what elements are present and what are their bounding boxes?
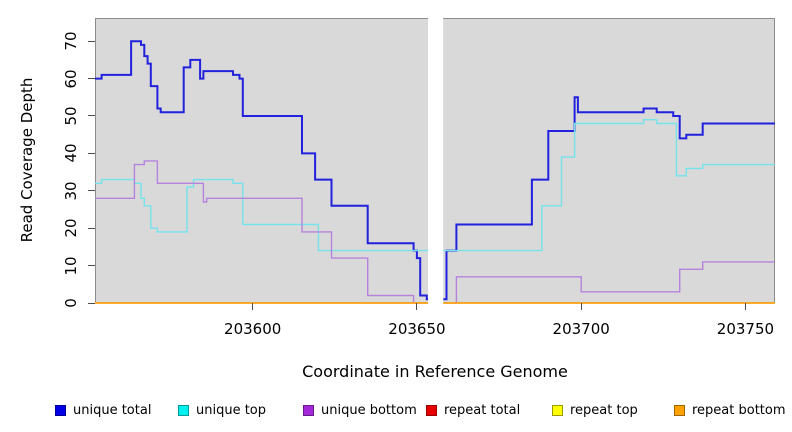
series-unique-total <box>443 96 775 301</box>
x-tick <box>416 303 418 310</box>
legend-item-repeat-bottom: repeat bottom <box>674 401 786 419</box>
y-tick-label: 30 <box>62 181 80 201</box>
y-tick <box>88 227 95 229</box>
legend-item-repeat-total: repeat total <box>426 401 520 419</box>
x-tick <box>580 303 582 310</box>
y-tick <box>88 302 95 304</box>
legend-item-unique-top: unique top <box>178 401 266 419</box>
series-unique-total <box>95 40 429 301</box>
legend-swatch-icon <box>674 404 685 416</box>
y-axis-title: Read Coverage Depth <box>18 77 36 243</box>
series-unique-top <box>443 119 775 252</box>
legend-label: repeat total <box>444 402 521 418</box>
legend-item-repeat-top: repeat top <box>552 401 638 419</box>
series-unique-bottom <box>443 261 775 304</box>
plot-area <box>95 16 775 305</box>
legend-swatch-icon <box>426 404 437 416</box>
x-tick-label: 203700 <box>552 320 610 338</box>
x-tick-label: 203600 <box>224 320 282 338</box>
y-tick <box>88 40 95 42</box>
legend: unique total unique top unique bottom repea… <box>0 401 792 423</box>
series-unique-top <box>95 178 429 252</box>
x-tick-label: 203750 <box>716 320 775 338</box>
legend-swatch-icon <box>55 404 66 416</box>
legend-item-unique-total: unique total <box>55 401 151 419</box>
x-tick <box>252 303 254 310</box>
y-tick-label: 10 <box>62 256 80 276</box>
y-tick-label: 50 <box>62 106 80 126</box>
y-tick-label: 40 <box>62 143 80 163</box>
y-tick-label: 60 <box>62 69 80 89</box>
y-tick <box>88 78 95 80</box>
legend-swatch-icon <box>552 404 563 416</box>
legend-label: repeat top <box>570 402 638 418</box>
legend-label: unique total <box>73 402 152 418</box>
x-tick <box>744 303 746 310</box>
no-data-gap-band <box>428 16 444 305</box>
series-unique-bottom <box>95 160 429 304</box>
x-axis-title: Coordinate in Reference Genome <box>302 362 568 381</box>
y-tick <box>88 190 95 192</box>
legend-swatch-icon <box>178 404 189 416</box>
x-tick-label: 203650 <box>388 320 446 338</box>
legend-label: unique bottom <box>321 402 417 418</box>
y-tick-label: 20 <box>62 218 80 238</box>
y-tick-label: 0 <box>62 298 80 308</box>
y-tick <box>88 115 95 117</box>
y-tick-label: 70 <box>62 31 80 51</box>
y-tick <box>88 265 95 267</box>
legend-item-unique-bottom: unique bottom <box>303 401 417 419</box>
y-tick <box>88 152 95 154</box>
coverage-chart <box>95 16 775 305</box>
legend-label: unique top <box>196 402 267 418</box>
legend-label: repeat bottom <box>692 402 786 418</box>
legend-swatch-icon <box>303 404 314 416</box>
